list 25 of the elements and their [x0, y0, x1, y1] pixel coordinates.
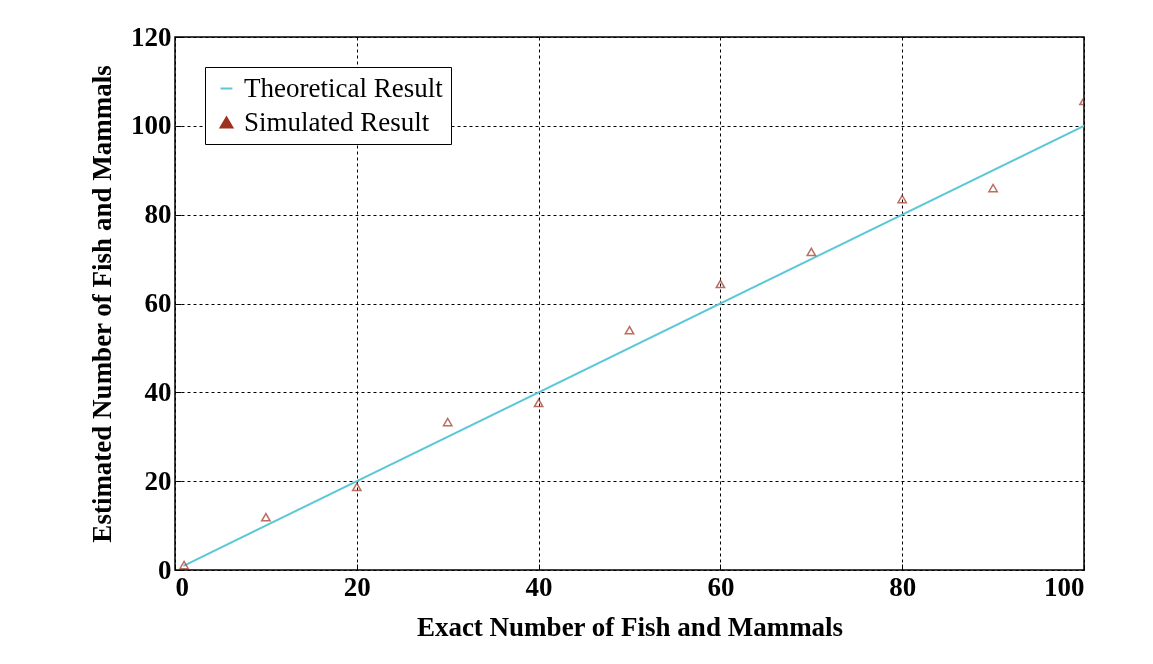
y-tick-label: 60: [144, 288, 172, 318]
x-tick-label: 80: [889, 571, 917, 602]
y-tick-label: 20: [144, 465, 172, 496]
y-tick-label: 40: [144, 376, 172, 407]
point: [624, 325, 635, 335]
x-tick-label: 40: [525, 571, 553, 602]
legend-label: Theoretical Result: [244, 72, 444, 103]
point: [533, 398, 544, 408]
point: [897, 194, 908, 204]
point: [442, 417, 453, 427]
x-tick-label: 20: [343, 571, 371, 602]
x-axis-title: Exact Number of Fish and Mammals: [416, 611, 844, 642]
y-tick-label: 100: [131, 110, 172, 141]
point: [988, 183, 999, 193]
point: [715, 279, 726, 289]
y-tick-label: 120: [131, 21, 172, 52]
y-axis-title: Estimated Number of Fish and Mammals: [87, 65, 117, 543]
x-tick-label: 60: [707, 571, 735, 602]
point: [351, 482, 362, 492]
x-tick-label: 100: [1044, 571, 1085, 602]
legend-label: Simulated Result: [244, 106, 430, 137]
point: [806, 247, 817, 257]
point: [260, 512, 271, 522]
point: [179, 560, 190, 570]
y-tick-label: 80: [144, 199, 172, 230]
